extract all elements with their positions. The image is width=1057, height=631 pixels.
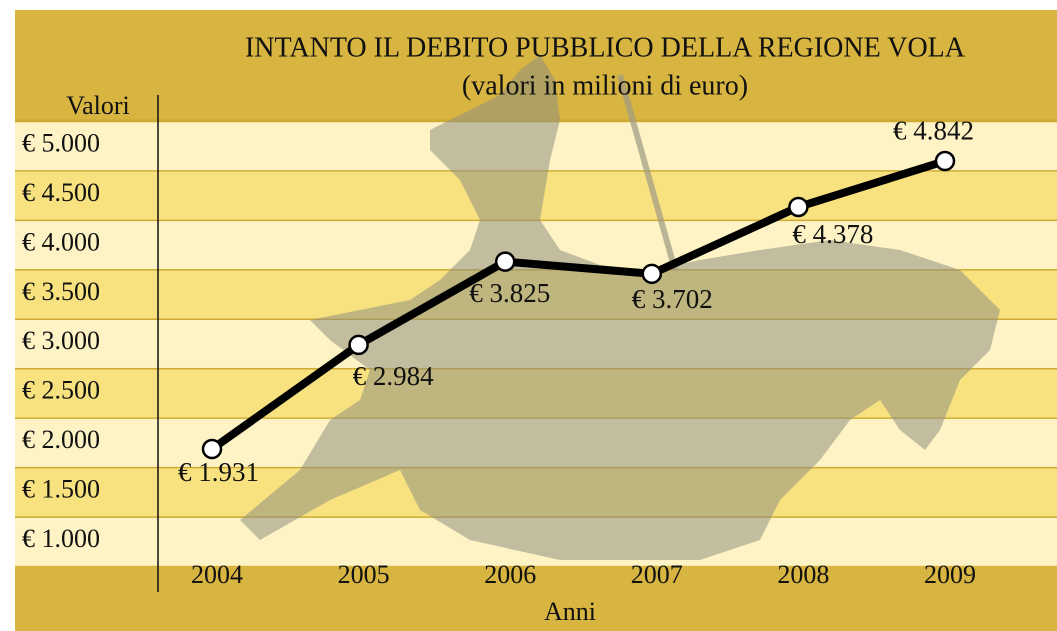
value-label: € 3.825 [469, 278, 550, 308]
value-label: € 4.378 [792, 219, 873, 249]
x-tick-label: 2009 [924, 560, 976, 589]
y-tick-label: € 5.000 [22, 128, 100, 157]
x-tick-label: 2008 [777, 560, 829, 589]
y-tick-label: € 3.500 [22, 277, 100, 306]
y-tick-label: € 2.000 [22, 425, 100, 454]
chart-subtitle: (valori in milioni di euro) [462, 70, 748, 101]
y-tick-label: € 1.000 [22, 524, 100, 553]
x-axis-label: Anni [544, 597, 596, 626]
y-tick-label: € 1.500 [22, 475, 100, 504]
x-tick-label: 2005 [338, 560, 390, 589]
x-tick-label: 2006 [484, 560, 536, 589]
value-label: € 1.931 [178, 457, 259, 487]
y-tick-label: € 2.500 [22, 376, 100, 405]
chart: INTANTO IL DEBITO PUBBLICO DELLA REGIONE… [0, 0, 1057, 631]
y-tick-label: € 4.000 [22, 227, 100, 256]
x-tick-label: 2007 [631, 560, 683, 589]
point [936, 152, 954, 170]
page: {"chart_data": {"type": "line", "title":… [0, 0, 1057, 631]
value-label: € 3.702 [632, 284, 713, 314]
chart-title: INTANTO IL DEBITO PUBBLICO DELLA REGIONE… [245, 32, 966, 63]
point [789, 198, 807, 216]
point [350, 336, 368, 354]
value-label: € 2.984 [353, 361, 435, 391]
point [643, 265, 661, 283]
point [496, 253, 514, 271]
value-label: € 4.842 [893, 115, 974, 145]
y-tick-label: € 4.500 [22, 178, 100, 207]
y-tick-label: € 3.000 [22, 326, 100, 355]
y-axis-label: Valori [66, 91, 130, 120]
x-tick-label: 2004 [191, 560, 243, 589]
point [203, 440, 221, 458]
